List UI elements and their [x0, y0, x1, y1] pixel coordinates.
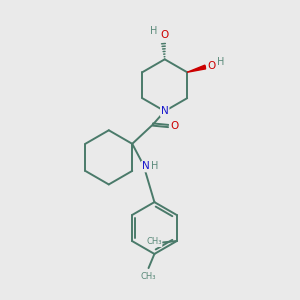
Text: CH₃: CH₃ [140, 272, 156, 281]
Text: H: H [150, 26, 158, 36]
Text: CH₃: CH₃ [146, 237, 162, 246]
Polygon shape [187, 65, 206, 72]
Text: O: O [160, 30, 169, 40]
Text: N: N [161, 106, 169, 116]
Text: N: N [142, 161, 150, 172]
Text: O: O [207, 61, 215, 71]
Text: H: H [217, 57, 224, 67]
Text: O: O [170, 121, 178, 131]
Text: H: H [151, 161, 158, 172]
